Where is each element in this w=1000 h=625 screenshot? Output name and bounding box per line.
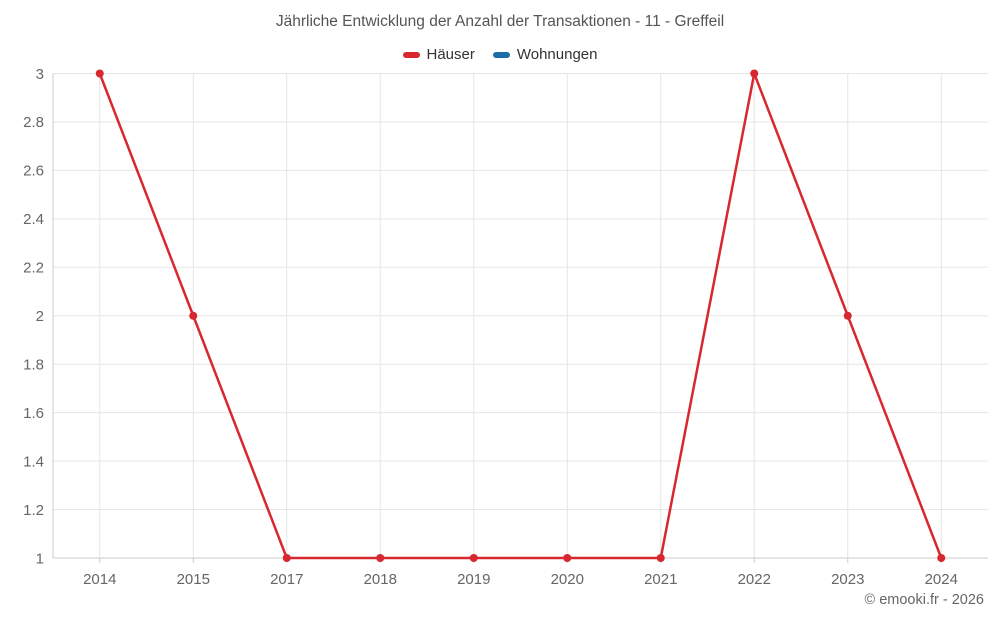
series (95, 69, 946, 562)
y-axis-tick-label: 2.4 (23, 211, 44, 228)
legend-swatch-icon-wohnungen (492, 51, 510, 58)
y-axis-tick-label: 2.8 (23, 114, 44, 131)
data-point-marker (563, 554, 572, 562)
legend-item-wohnungen[interactable]: Wohnungen (492, 46, 598, 63)
data-point-marker (469, 554, 478, 562)
chart-legend: Häuser Wohnungen (0, 46, 1000, 63)
x-axis-tick-label: 2017 (270, 571, 303, 588)
data-point-marker (376, 554, 385, 562)
y-axis-tick-label: 2.2 (23, 260, 44, 277)
y-axis-tick-label: 1.2 (23, 502, 44, 519)
x-axis-tick-label: 2018 (364, 571, 397, 588)
data-point-marker (937, 554, 946, 562)
data-point-marker (189, 311, 198, 320)
axis-labels: 1 1.2 1.4 1.6 1.8 2 2.2 2.4 2.6 2.8 3 2014 2015 2017 2… (23, 66, 958, 588)
data-point-marker (750, 69, 759, 78)
legend-item-hauser[interactable]: Häuser (402, 46, 475, 63)
data-point-marker (843, 311, 852, 320)
legend-label-wohnungen: Wohnungen (516, 46, 598, 63)
legend-label-hauser: Häuser (426, 46, 475, 63)
data-point-marker (282, 554, 291, 562)
y-axis-tick-label: 2 (36, 308, 44, 325)
series-line-häuser (98, 72, 943, 560)
copyright-text: © emooki.fr - 2026 (864, 592, 984, 608)
x-axis-tick-label: 2015 (177, 571, 210, 588)
y-axis-tick-label: 1 (36, 550, 44, 567)
y-axis-tick-label: 3 (36, 66, 44, 83)
y-axis-tick-label: 1.4 (23, 453, 44, 470)
data-point-marker (95, 69, 104, 78)
x-axis-tick-label: 2024 (925, 571, 958, 588)
y-axis-tick-label: 1.8 (23, 356, 44, 373)
x-axis-tick-label: 2023 (831, 571, 864, 588)
legend-swatch-icon-hauser (402, 51, 420, 58)
y-axis-tick-label: 2.6 (23, 163, 44, 180)
data-point-marker (656, 554, 665, 562)
x-axis-tick-label: 2014 (83, 571, 116, 588)
y-axis-tick-label: 1.6 (23, 405, 44, 422)
x-axis-tick-label: 2019 (457, 571, 490, 588)
x-axis-tick-label: 2020 (551, 571, 584, 588)
gridlines (53, 73, 988, 559)
x-axis-tick-label: 2022 (738, 571, 771, 588)
chart-title: Jährliche Entwicklung der Anzahl der Tra… (275, 13, 725, 30)
x-axis-tick-label: 2021 (644, 571, 677, 588)
